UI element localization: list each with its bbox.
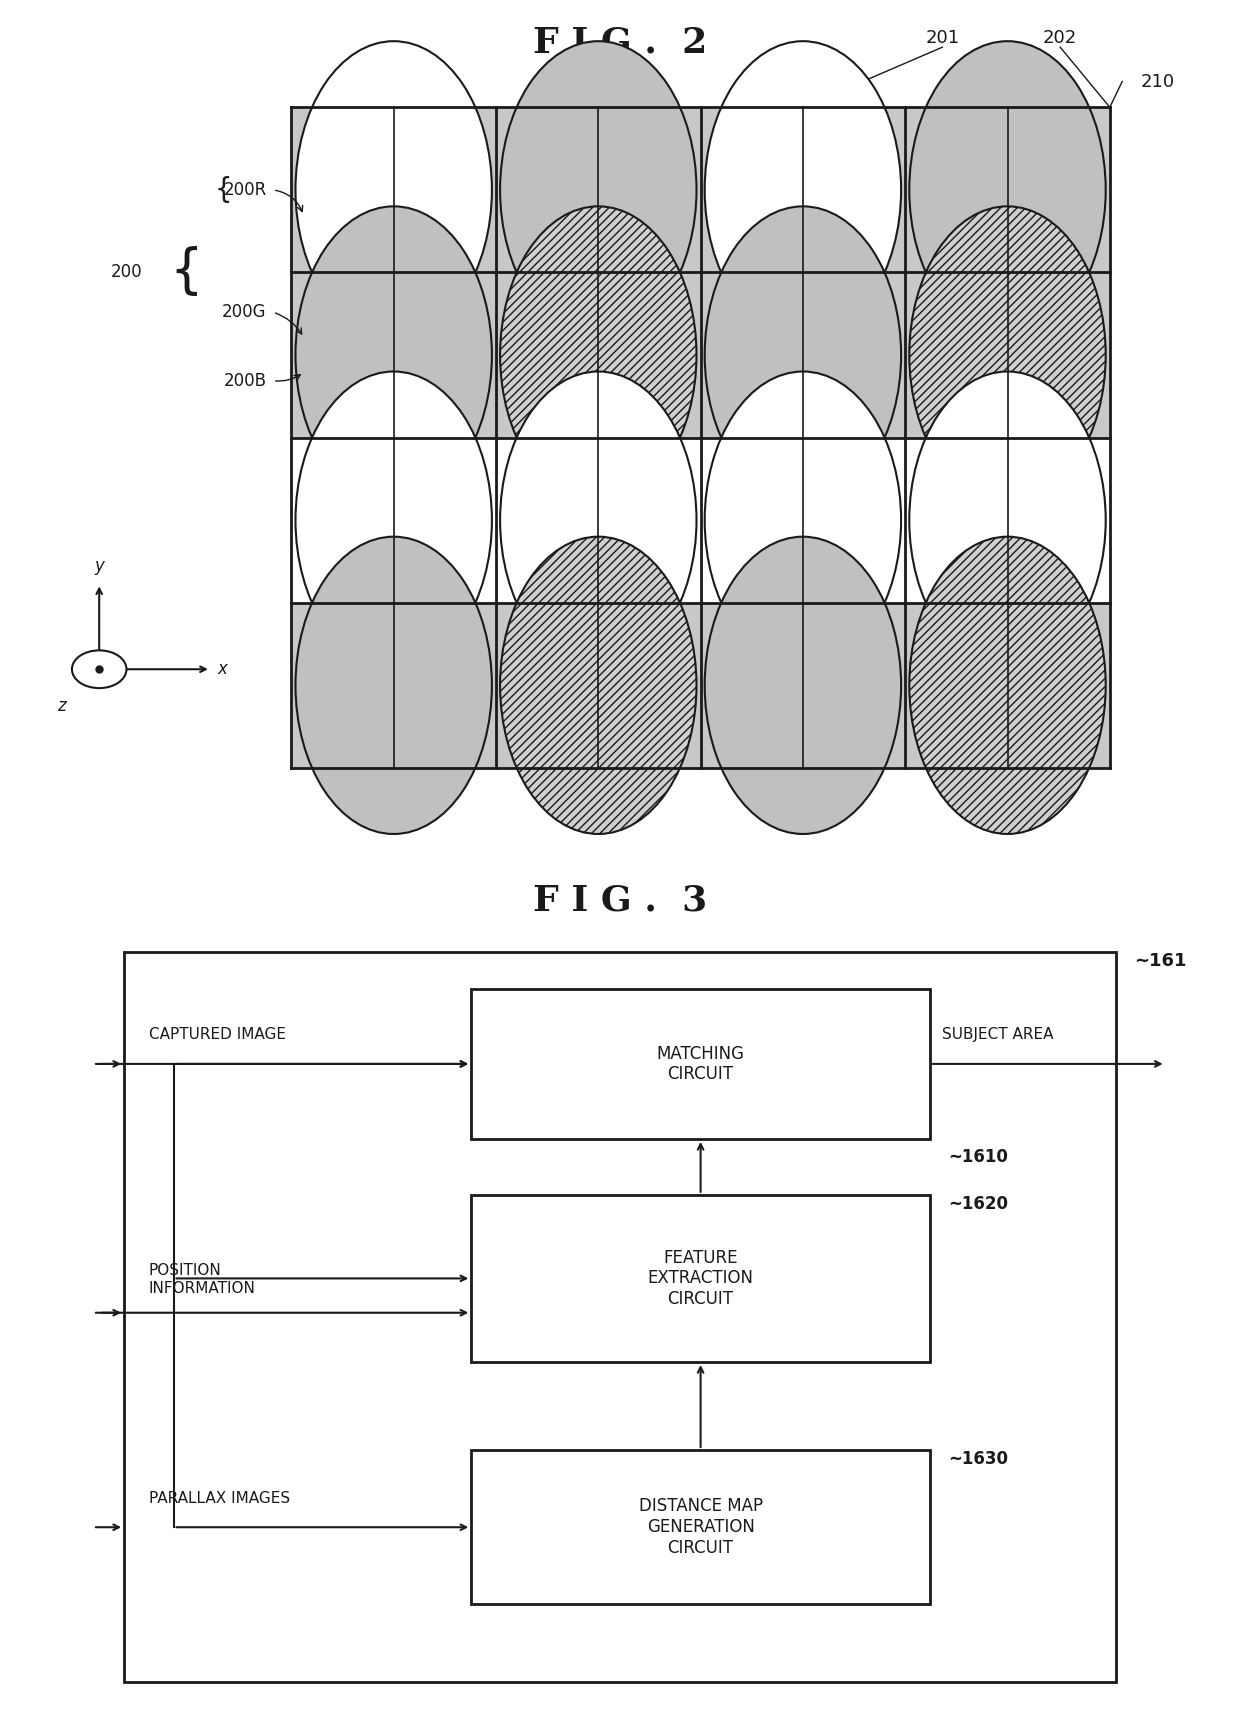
Ellipse shape <box>500 206 697 505</box>
Circle shape <box>72 650 126 688</box>
Text: DISTANCE MAP
GENERATION
CIRCUIT: DISTANCE MAP GENERATION CIRCUIT <box>639 1498 763 1556</box>
Text: {: { <box>215 175 232 204</box>
Text: 202: 202 <box>1043 29 1078 48</box>
Text: 210: 210 <box>1141 72 1176 91</box>
Bar <box>471 1194 930 1363</box>
Text: 200R: 200R <box>223 180 267 199</box>
Bar <box>496 438 701 602</box>
Bar <box>291 106 496 273</box>
Ellipse shape <box>909 537 1106 834</box>
Bar <box>291 602 496 769</box>
Text: FEATURE
EXTRACTION
CIRCUIT: FEATURE EXTRACTION CIRCUIT <box>647 1249 754 1308</box>
Bar <box>291 273 496 438</box>
Bar <box>471 988 930 1139</box>
Text: PARALLAX IMAGES: PARALLAX IMAGES <box>149 1491 290 1507</box>
Ellipse shape <box>909 41 1106 338</box>
Ellipse shape <box>295 537 492 834</box>
Text: 200: 200 <box>110 264 143 281</box>
Text: x: x <box>217 661 227 678</box>
Text: F I G .  2: F I G . 2 <box>533 26 707 60</box>
Text: POSITION
INFORMATION: POSITION INFORMATION <box>149 1263 255 1296</box>
Bar <box>905 273 1110 438</box>
Text: 201: 201 <box>925 29 960 48</box>
Text: SUBJECT AREA: SUBJECT AREA <box>942 1028 1054 1043</box>
Text: ~1610: ~1610 <box>949 1148 1008 1165</box>
Text: 200B: 200B <box>223 372 267 390</box>
Ellipse shape <box>295 371 492 669</box>
Ellipse shape <box>909 371 1106 669</box>
Text: z: z <box>57 697 66 714</box>
Ellipse shape <box>704 371 901 669</box>
Ellipse shape <box>295 206 492 505</box>
Bar <box>496 602 701 769</box>
Ellipse shape <box>704 537 901 834</box>
Text: CAPTURED IMAGE: CAPTURED IMAGE <box>149 1028 285 1043</box>
Bar <box>496 273 701 438</box>
Bar <box>291 438 496 602</box>
Ellipse shape <box>500 371 697 669</box>
Ellipse shape <box>704 206 901 505</box>
Bar <box>701 106 905 273</box>
Text: 200G: 200G <box>222 304 267 321</box>
Bar <box>471 1450 930 1604</box>
Ellipse shape <box>295 41 492 338</box>
Text: ~1630: ~1630 <box>949 1450 1008 1467</box>
Bar <box>701 438 905 602</box>
Text: MATCHING
CIRCUIT: MATCHING CIRCUIT <box>657 1045 744 1083</box>
Ellipse shape <box>500 537 697 834</box>
Bar <box>496 106 701 273</box>
Bar <box>905 106 1110 273</box>
Bar <box>701 273 905 438</box>
Bar <box>124 952 1116 1682</box>
Ellipse shape <box>704 41 901 338</box>
Text: y: y <box>94 558 104 575</box>
Ellipse shape <box>909 206 1106 505</box>
Text: F I G .  3: F I G . 3 <box>533 884 707 918</box>
Bar <box>905 438 1110 602</box>
Text: {: { <box>169 247 203 299</box>
Text: ~1620: ~1620 <box>949 1194 1008 1213</box>
Bar <box>701 602 905 769</box>
Text: ~161: ~161 <box>1135 952 1187 970</box>
Bar <box>905 602 1110 769</box>
Ellipse shape <box>500 41 697 338</box>
